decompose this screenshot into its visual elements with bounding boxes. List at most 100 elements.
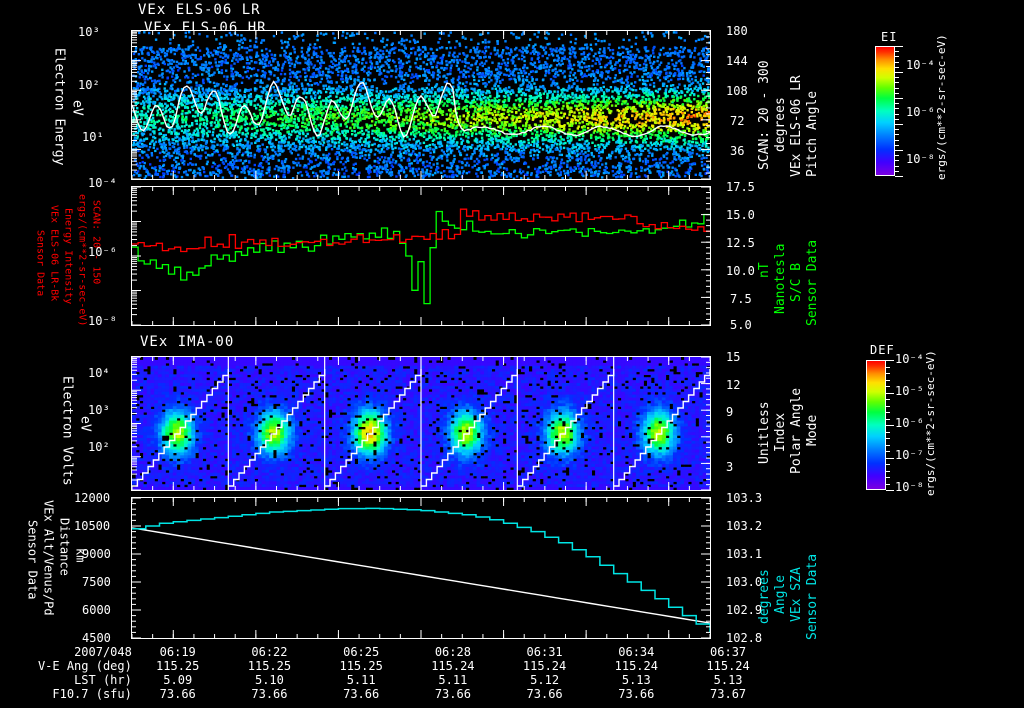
panel3-colorbar-title: DEF (870, 343, 895, 357)
panel2-plot-area (131, 186, 711, 326)
panel1-right-axis-scan: SCAN: 20 - 300 (757, 60, 772, 170)
bottom-parameter-table: 2007/048 06:19 06:22 06:25 06:28 06:31 06:34 06… (14, 645, 774, 701)
table-cell: 06:31 (526, 645, 563, 659)
table-cell: 115.24 (614, 659, 658, 673)
panel3-right-label-1: Mode (805, 414, 820, 446)
table-row-label: LST (hr) (74, 673, 132, 687)
table-cell: 115.25 (156, 659, 200, 673)
panel2-left-label-3: Energy Intensity (62, 208, 74, 305)
panel3-plot-area (131, 356, 711, 491)
panel4-right-label-1: Sensor Data (805, 553, 820, 640)
panel4-right-label-2: VEx SZA (789, 567, 804, 622)
table-cell: 5.12 (530, 673, 560, 687)
table-row: 2007/048 06:19 06:22 06:25 06:28 06:31 06:34 06… (14, 645, 774, 659)
panel1-y2tick-72: 72 (730, 114, 745, 128)
panel4-ytick-6000: 6000 (82, 603, 111, 617)
panel4-ytick-4500: 4500 (82, 631, 111, 645)
panel2-y2tick-3: 12.5 (726, 236, 755, 250)
panel1-colorbar (875, 46, 895, 176)
panel1-y2tick-36: 36 (730, 144, 745, 158)
panel2-y2tick-1: 17.5 (726, 180, 755, 194)
table-row-label: V-E Ang (deg) (37, 659, 132, 673)
table-row: V-E Ang (deg) 115.25 115.25 115.25 115.24 115… (14, 659, 774, 673)
table-cell: 06:34 (618, 645, 655, 659)
panel1-left-axis-label: Electron Energy (51, 48, 67, 166)
panel3-y2tick-3: 3 (726, 460, 734, 474)
panel2-left-label-4: ergs/(cm**2-sr-sec-eV) (76, 194, 88, 327)
panel1-colorbar-title: EI (881, 30, 898, 44)
panel1-cbtick-3: 10⁻⁸ (906, 152, 935, 166)
panel1-plot-area (131, 30, 711, 180)
panel3-colorbar-unit: ergs/(cm**2-sr-sec-eV) (924, 350, 937, 496)
panel4-left-label-2: VEx Alt/Venus/Pd (41, 500, 56, 616)
table-cell: 5.13 (713, 673, 743, 687)
table-cell: 115.24 (431, 659, 475, 673)
panel2-y2tick-5: 7.5 (730, 292, 752, 306)
panel2-left-label-1: Sensor Data (34, 230, 46, 297)
panel3-y2tick-9: 9 (726, 405, 734, 419)
panel4-y2tick-1: 103.3 (726, 491, 763, 505)
table-cell: 73.67 (710, 687, 747, 701)
table-cell: 73.66 (434, 687, 471, 701)
panel4-ytick-9000: 9000 (82, 547, 111, 561)
panel1-left-axis-unit: eV (69, 100, 85, 116)
panel4-y2tick-3: 103.1 (726, 547, 763, 561)
table-cell: 5.11 (438, 673, 468, 687)
panel1-right-axis-title2: VEx ELS-06 LR (789, 75, 804, 177)
table-cell: 115.24 (706, 659, 750, 673)
panel1-title-lr: VEx ELS-06 LR (138, 2, 261, 18)
panel2-ytick-1: 10⁻⁴ (88, 176, 117, 190)
panel4-right-label-3: Angle (773, 574, 788, 614)
table-cell: 06:37 (710, 645, 747, 659)
table-row: LST (hr) 5.09 5.10 5.11 5.11 5.12 5.13 5.13 (14, 673, 774, 687)
panel3-cbtick-1: 10⁻⁴ (895, 352, 924, 366)
panel4-ytick-10500: 10500 (74, 519, 111, 533)
panel3-cbtick-3: 10⁻⁶ (895, 416, 924, 430)
panel4-ytick-12000: 12000 (74, 491, 111, 505)
panel2-left-label-2: VEx ELS-06 LR-Bk (48, 205, 60, 302)
panel1-colorbar-ticks (895, 46, 903, 177)
panel1-cbtick-2: 10⁻⁶ (906, 105, 935, 119)
table-row-label: 2007/048 (74, 645, 132, 659)
panel4-left-label-4: km (73, 548, 88, 563)
panel2-left-label-5: SCAN: 20 - 150 (90, 200, 102, 285)
panel2-y2tick-2: 15.0 (726, 208, 755, 222)
panel3-colorbar (866, 360, 886, 490)
table-cell: 73.66 (251, 687, 288, 701)
panel2-right-label-2: S/C B (789, 262, 804, 302)
table-cell: 5.10 (254, 673, 284, 687)
panel3-y2tick-6: 6 (726, 432, 734, 446)
table-cell: 06:25 (343, 645, 380, 659)
panel1-ytick-10: 10¹ (82, 130, 104, 144)
panel3-right-label-3: Index (773, 412, 788, 452)
table-cell: 73.66 (526, 687, 563, 701)
panel3-title: VEx IMA-00 (140, 334, 235, 350)
panel1-right-axis-title1: Pitch Angle (805, 90, 820, 177)
panel2-ytick-2: 10⁻⁶ (88, 245, 117, 259)
table-cell: 115.24 (522, 659, 567, 673)
panel2-y2tick-6: 5.0 (730, 318, 752, 332)
table-cell: 5.13 (621, 673, 651, 687)
table-row: F10.7 (sfu) 73.66 73.66 73.66 73.66 73.66 73.6… (14, 687, 774, 701)
panel4-left-label-1: Sensor Data (25, 520, 40, 600)
panel4-y2tick-6: 102.8 (726, 631, 763, 645)
panel2-right-label-3: Nanotesla (773, 243, 788, 314)
panel4-ytick-7500: 7500 (82, 575, 111, 589)
panel3-right-label-2: Polar Angle (789, 387, 804, 474)
panel3-right-label-4: Unitless (757, 401, 772, 464)
panel3-left-axis-label: Electron Volts (59, 376, 75, 486)
table-cell: 115.25 (247, 659, 292, 673)
panel1-right-axis-unit: degrees (773, 97, 788, 152)
panel2-right-label-1: Sensor Data (805, 239, 820, 326)
panel3-ytick-100: 10² (88, 440, 110, 454)
table-cell: 73.66 (159, 687, 196, 701)
panel3-cbtick-4: 10⁻⁷ (895, 448, 924, 462)
panel2-y2tick-4: 10.0 (726, 264, 755, 278)
panel3-ytick-1000: 10³ (88, 403, 110, 417)
table-cell: 115.25 (339, 659, 383, 673)
panel4-y2tick-5: 102.9 (726, 603, 763, 617)
table-cell: 06:28 (434, 645, 471, 659)
panel1-y2tick-108: 108 (726, 84, 748, 98)
panel4-right-label-4: degrees (757, 569, 772, 624)
